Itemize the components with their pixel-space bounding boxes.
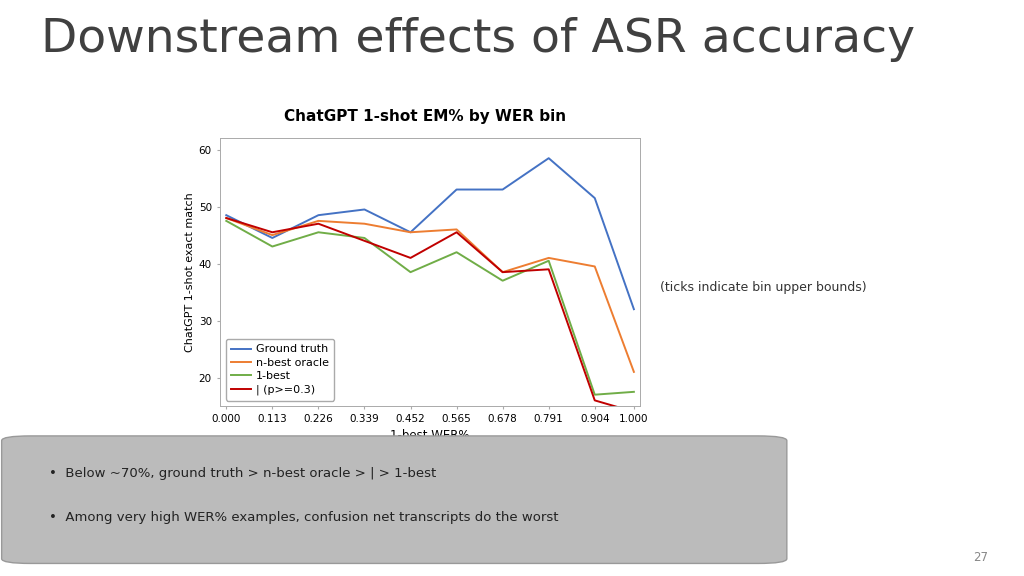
1-best — [451, 249, 463, 256]
1-best — [404, 268, 417, 275]
1-best — [266, 243, 279, 250]
| (p>=0.3) — [312, 220, 325, 227]
n-best oracle — [266, 232, 279, 238]
Text: ChatGPT 1-shot EM% by WER bin: ChatGPT 1-shot EM% by WER bin — [284, 109, 566, 124]
n-best oracle — [628, 369, 640, 376]
Ground truth — [543, 155, 555, 162]
Ground truth — [358, 206, 371, 213]
| (p>=0.3) — [404, 255, 417, 262]
Ground truth — [451, 186, 463, 193]
1-best — [589, 391, 601, 398]
X-axis label: 1-best WER%: 1-best WER% — [390, 429, 470, 442]
Line: n-best oracle: n-best oracle — [226, 218, 634, 372]
FancyBboxPatch shape — [2, 436, 786, 563]
n-best oracle — [220, 215, 232, 222]
Y-axis label: ChatGPT 1-shot exact match: ChatGPT 1-shot exact match — [184, 192, 195, 352]
Text: 27: 27 — [973, 551, 988, 564]
Legend: Ground truth, n-best oracle, 1-best, | (p>=0.3): Ground truth, n-best oracle, 1-best, | (… — [225, 339, 334, 400]
n-best oracle — [312, 217, 325, 224]
| (p>=0.3) — [628, 408, 640, 415]
Text: (ticks indicate bin upper bounds): (ticks indicate bin upper bounds) — [660, 282, 867, 294]
Ground truth — [220, 212, 232, 219]
Ground truth — [266, 234, 279, 241]
Text: Downstream effects of ASR accuracy: Downstream effects of ASR accuracy — [41, 17, 915, 62]
Line: | (p>=0.3): | (p>=0.3) — [226, 218, 634, 412]
1-best — [543, 257, 555, 264]
1-best — [358, 234, 371, 241]
1-best — [497, 277, 509, 284]
n-best oracle — [543, 255, 555, 262]
Text: •  Below ~70%, ground truth > n-best oracle > | > 1-best: • Below ~70%, ground truth > n-best orac… — [49, 467, 436, 480]
1-best — [628, 388, 640, 395]
| (p>=0.3) — [220, 215, 232, 222]
| (p>=0.3) — [543, 266, 555, 273]
Ground truth — [628, 306, 640, 313]
Text: •  Among very high WER% examples, confusion net transcripts do the worst: • Among very high WER% examples, confusi… — [49, 511, 558, 525]
Ground truth — [589, 195, 601, 202]
1-best — [312, 229, 325, 236]
Line: 1-best: 1-best — [226, 221, 634, 395]
n-best oracle — [589, 263, 601, 270]
n-best oracle — [404, 229, 417, 236]
| (p>=0.3) — [589, 397, 601, 404]
| (p>=0.3) — [358, 237, 371, 244]
Ground truth — [497, 186, 509, 193]
Ground truth — [312, 212, 325, 219]
Line: Ground truth: Ground truth — [226, 158, 634, 309]
| (p>=0.3) — [451, 229, 463, 236]
| (p>=0.3) — [497, 268, 509, 275]
Ground truth — [404, 229, 417, 236]
n-best oracle — [358, 220, 371, 227]
1-best — [220, 217, 232, 224]
n-best oracle — [451, 226, 463, 233]
| (p>=0.3) — [266, 229, 279, 236]
n-best oracle — [497, 268, 509, 275]
